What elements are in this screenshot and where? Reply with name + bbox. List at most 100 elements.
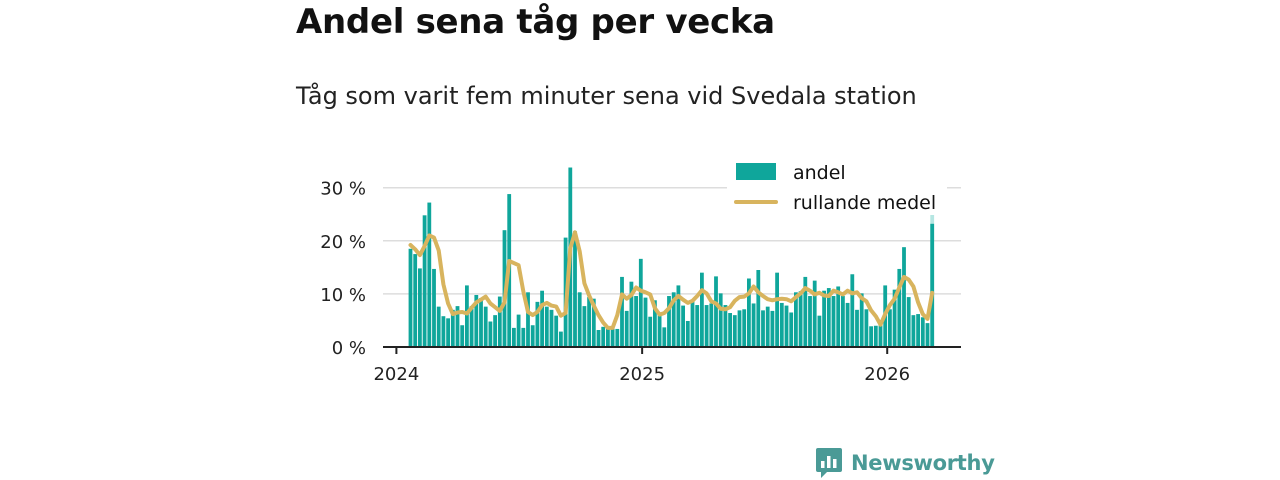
bar bbox=[436, 306, 441, 347]
bar bbox=[897, 268, 902, 347]
bar bbox=[559, 331, 563, 347]
bar bbox=[869, 326, 873, 347]
bar bbox=[629, 281, 634, 347]
bar bbox=[474, 294, 479, 347]
bar bbox=[756, 270, 761, 347]
bar bbox=[540, 290, 544, 347]
bar bbox=[789, 312, 794, 347]
bar bbox=[681, 305, 685, 347]
axes: 0 % 10 % 20 % 30 % 2024 2025 2026 bbox=[320, 179, 961, 385]
bar bbox=[855, 309, 859, 347]
bar bbox=[737, 310, 742, 347]
bar bbox=[577, 292, 582, 347]
bar bbox=[615, 328, 620, 347]
bar bbox=[700, 272, 704, 347]
bar bbox=[770, 310, 775, 347]
y-tick-label: 10 % bbox=[320, 285, 366, 306]
bar bbox=[530, 325, 535, 347]
bar bbox=[535, 301, 540, 347]
bar bbox=[892, 289, 897, 347]
bar bbox=[850, 274, 855, 347]
bar bbox=[516, 314, 521, 347]
bar bbox=[643, 297, 648, 347]
bar bbox=[544, 306, 549, 347]
y-tick-label: 30 % bbox=[320, 179, 366, 200]
bar bbox=[413, 254, 418, 347]
bar bbox=[812, 280, 817, 347]
bar bbox=[422, 215, 427, 347]
bar bbox=[601, 326, 606, 347]
bar bbox=[634, 296, 638, 347]
bar bbox=[911, 315, 916, 347]
legend-label-rullande-medel: rullande medel bbox=[793, 192, 936, 214]
bar bbox=[906, 297, 911, 347]
bar bbox=[488, 321, 493, 347]
bar bbox=[582, 306, 587, 347]
bar bbox=[925, 323, 930, 347]
brand-name: Newsworthy bbox=[851, 451, 995, 475]
x-tick-label: 2025 bbox=[619, 364, 665, 385]
bar bbox=[469, 306, 474, 347]
bar bbox=[831, 296, 836, 347]
bar bbox=[916, 314, 920, 347]
y-tick-label: 0 % bbox=[332, 338, 366, 359]
bar bbox=[765, 306, 770, 347]
bar-line-chart: 0 % 10 % 20 % 30 % 2024 2025 2026 andel rullan… bbox=[320, 155, 961, 385]
bar bbox=[690, 299, 695, 347]
bar bbox=[841, 296, 845, 347]
bar bbox=[747, 278, 751, 347]
bar bbox=[408, 248, 413, 347]
bar bbox=[794, 292, 798, 347]
bar bbox=[902, 247, 906, 347]
bar bbox=[751, 303, 756, 347]
bar bbox=[817, 315, 822, 347]
bar bbox=[808, 296, 812, 347]
bar bbox=[864, 309, 869, 347]
bar bbox=[662, 327, 667, 347]
bar bbox=[685, 320, 690, 347]
bar bbox=[493, 315, 497, 347]
bar bbox=[418, 268, 422, 347]
y-tick-label: 20 % bbox=[320, 232, 366, 253]
bar bbox=[591, 298, 596, 347]
bar bbox=[610, 327, 615, 347]
bar bbox=[859, 293, 864, 347]
bar bbox=[709, 303, 714, 347]
bar bbox=[441, 316, 446, 347]
newsworthy-logo-icon bbox=[816, 448, 842, 478]
bar bbox=[455, 306, 460, 347]
bar-last-solid bbox=[930, 223, 935, 347]
bar bbox=[657, 314, 662, 347]
bar bbox=[671, 292, 676, 347]
legend-swatch-andel bbox=[736, 163, 776, 180]
bar bbox=[775, 272, 779, 347]
bar bbox=[718, 293, 723, 347]
bar bbox=[521, 327, 526, 347]
bar-series-andel bbox=[408, 167, 935, 347]
rolling-mean-line bbox=[408, 230, 935, 330]
bar bbox=[836, 286, 841, 347]
x-tick-label: 2024 bbox=[373, 364, 419, 385]
legend: andel rullande medel bbox=[727, 155, 947, 215]
bar bbox=[888, 309, 892, 347]
newsworthy-brand: Newsworthy bbox=[815, 446, 995, 480]
bar bbox=[714, 276, 718, 347]
bar bbox=[878, 321, 883, 347]
bar bbox=[446, 318, 450, 347]
bar bbox=[638, 258, 643, 347]
bar bbox=[803, 276, 808, 347]
bar bbox=[728, 313, 732, 347]
bar bbox=[653, 300, 657, 347]
chart-title: Andel sena tåg per vecka bbox=[296, 2, 775, 42]
bar bbox=[732, 315, 737, 347]
bar bbox=[554, 315, 559, 347]
bar bbox=[676, 285, 681, 347]
bar bbox=[549, 309, 554, 347]
x-tick-label: 2026 bbox=[864, 364, 910, 385]
bar bbox=[667, 296, 671, 347]
bar bbox=[723, 305, 728, 347]
bar bbox=[606, 328, 610, 347]
bar bbox=[784, 305, 789, 347]
bar bbox=[587, 297, 591, 347]
bar bbox=[427, 202, 432, 347]
